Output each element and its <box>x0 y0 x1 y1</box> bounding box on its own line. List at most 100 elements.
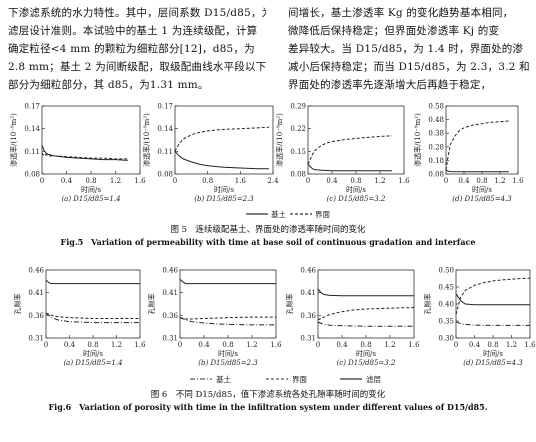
x-tick-label: 0.8 <box>222 341 233 349</box>
series-line <box>317 307 415 321</box>
y-tick-label: 0.41 <box>28 289 44 297</box>
x-tick-label: 1.6 <box>134 341 146 349</box>
y-tick-label: 0.28 <box>428 143 444 151</box>
x-tick-label: 0.8 <box>202 177 213 185</box>
x-tick-label: 1.6 <box>398 177 410 185</box>
plot-frame <box>41 105 141 175</box>
y-tick-label: 0.31 <box>162 335 178 343</box>
y-axis-label: 孔隙率 <box>423 294 432 315</box>
paragraph-line: 2.8 mm；基土 2 为间断级配，取级配曲线水平段以下 <box>8 61 266 73</box>
y-axis-label: 孔隙率 <box>285 294 294 315</box>
plot-frame <box>307 105 405 175</box>
y-tick-label: 0.11 <box>24 148 40 156</box>
chart-panel: 0.30 0.35 0.40 0.45 0.50 0 0.4 0.8 1.2 1.6 时间/s 孔隙率… <box>423 267 536 368</box>
series-line <box>174 126 269 152</box>
x-tick-label: 0.4 <box>64 341 76 349</box>
series-line <box>41 152 128 160</box>
y-tick-label: 0.48 <box>428 116 444 124</box>
panel-caption: (c) D15/d85=3.2 <box>327 195 386 203</box>
x-tick-label: 0.8 <box>360 341 371 349</box>
y-tick-label: 0.08 <box>24 171 40 179</box>
y-tick-label: 0.45 <box>438 284 454 292</box>
fig6-caption-en: Fig.6 Variation of porosity with time in… <box>49 402 488 412</box>
x-tick-label: 0.4 <box>61 177 73 185</box>
panel-caption: (b) D15/d85=2.3 <box>198 359 258 367</box>
left-text-column: 下渗滤系统的水力特性。其中，层间系数 D15/d85，为 滤层设计准则。本试验中… <box>8 4 266 94</box>
paragraph-line: 间增长，基土渗透率 Kg 的变化趋势基本相同， <box>288 7 514 19</box>
series-line <box>445 120 510 170</box>
x-tick-label: 1.2 <box>506 341 517 349</box>
chart-panel: 0.08 0.11 0.14 0.17 0 0.4 0.8 1.2 1.6 时间/s 渗透率/(10… <box>9 103 146 204</box>
chart-panel: 0.31 0.36 0.41 0.46 0 0.4 0.8 1.2 1.6 时间/s 孔隙率 (a) … <box>13 267 146 368</box>
x-axis-label: 时间/s <box>472 185 492 194</box>
series-line <box>41 145 128 161</box>
x-axis-label: 时间/s <box>83 349 103 358</box>
series-line <box>45 312 140 324</box>
x-axis-label: 时间/s <box>218 349 238 358</box>
y-axis-label: 渗透率/(10⁻⁹m²) <box>9 113 18 167</box>
y-tick-label: 0.11 <box>157 148 173 156</box>
series-line <box>445 169 509 173</box>
x-tick-label: 0.4 <box>326 177 338 185</box>
chart-panel: 0.08 0.15 0.22 0.29 0 0.4 0.8 1.2 1.6 时间/s 渗透率/(10… <box>275 103 410 204</box>
y-axis-label: 孔隙率 <box>13 294 22 315</box>
x-tick-label: 1.6 <box>134 177 146 185</box>
chart-panel: 0.08 0.18 0.28 0.38 0.48 0.58 0 0.4 0.8 1.2 1.6 时间/… <box>413 103 524 204</box>
y-tick-label: 0.17 <box>24 103 40 111</box>
right-text-column: 间增长，基土渗透率 Kg 的变化趋势基本相同， 微降低后保持稳定；但界面处渗透率… <box>288 4 532 94</box>
x-tick-label: 1.2 <box>374 177 385 185</box>
x-tick-label: 1.6 <box>512 177 524 185</box>
panel-caption: (c) D15/d85=3.2 <box>337 359 396 367</box>
paragraph-line: 微降低后保持稳定；但界面处渗透率 Kj 的变 <box>288 25 500 37</box>
x-tick-label: 1.6 <box>408 341 420 349</box>
x-tick-label: 0 <box>178 341 182 349</box>
x-tick-label: 0 <box>306 177 310 185</box>
paragraph-line: 界面处的渗透率先逐渐增大后再趋于稳定， <box>288 79 492 91</box>
y-tick-label: 0.15 <box>290 148 306 156</box>
x-tick-label: 0.4 <box>198 341 210 349</box>
x-tick-label: 0.8 <box>476 177 487 185</box>
x-tick-label: 1.6 <box>270 341 282 349</box>
y-tick-label: 0.36 <box>28 312 44 320</box>
legend-label: 基土 <box>216 374 231 384</box>
fig6-caption-cn: 图 6 不同 D15/d85，值下渗滤系统各处孔隙率随时间的变化 <box>151 389 386 400</box>
fig5-legend: 基土 界面 <box>246 209 330 219</box>
y-tick-label: 0.17 <box>157 103 173 111</box>
panel-caption: (a) D15/d85=1.4 <box>61 195 120 203</box>
y-tick-label: 0.46 <box>162 267 178 275</box>
x-tick-label: 0.4 <box>458 177 470 185</box>
chart-panel: 0.31 0.36 0.41 0.46 0 0.4 0.8 1.2 1.6 时间/s 孔隙率 (b) … <box>147 267 282 368</box>
y-tick-label: 0.46 <box>28 267 44 275</box>
x-tick-label: 1.2 <box>384 341 395 349</box>
legend-label: 界面 <box>315 210 330 219</box>
y-tick-label: 0.30 <box>438 335 454 343</box>
y-tick-label: 0.46 <box>300 267 316 275</box>
legend-label: 界面 <box>292 375 307 384</box>
x-tick-label: 0 <box>173 177 177 185</box>
panel-caption: (a) D15/d85=1.4 <box>63 359 122 367</box>
panel-caption: (d) D15/d85=4.3 <box>463 359 523 367</box>
x-tick-label: 0 <box>454 341 458 349</box>
x-tick-label: 0.8 <box>350 177 361 185</box>
legend-label: 滤层 <box>366 374 381 384</box>
x-tick-label: 0.8 <box>85 177 96 185</box>
y-tick-label: 0.08 <box>428 171 444 179</box>
y-tick-label: 0.35 <box>438 318 454 326</box>
x-tick-label: 0 <box>444 177 448 185</box>
x-tick-label: 0.8 <box>87 341 98 349</box>
series-line <box>317 288 414 297</box>
x-tick-label: 1.6 <box>235 177 247 185</box>
plot-frame <box>174 105 274 175</box>
y-tick-label: 0.08 <box>290 171 306 179</box>
y-axis-label: 渗透率/(10⁻⁹m²) <box>275 113 284 167</box>
y-tick-label: 0.14 <box>24 125 40 133</box>
y-axis-label: 渗透率/(10⁻⁹m²) <box>142 113 151 167</box>
y-tick-label: 0.50 <box>438 267 454 275</box>
x-tick-label: 0.8 <box>487 341 498 349</box>
x-axis-label: 时间/s <box>356 349 376 358</box>
y-tick-label: 0.31 <box>300 335 316 343</box>
y-tick-label: 0.38 <box>428 130 444 138</box>
series-line <box>455 293 530 306</box>
x-tick-label: 0.4 <box>469 341 481 349</box>
y-tick-label: 0.36 <box>162 312 178 320</box>
